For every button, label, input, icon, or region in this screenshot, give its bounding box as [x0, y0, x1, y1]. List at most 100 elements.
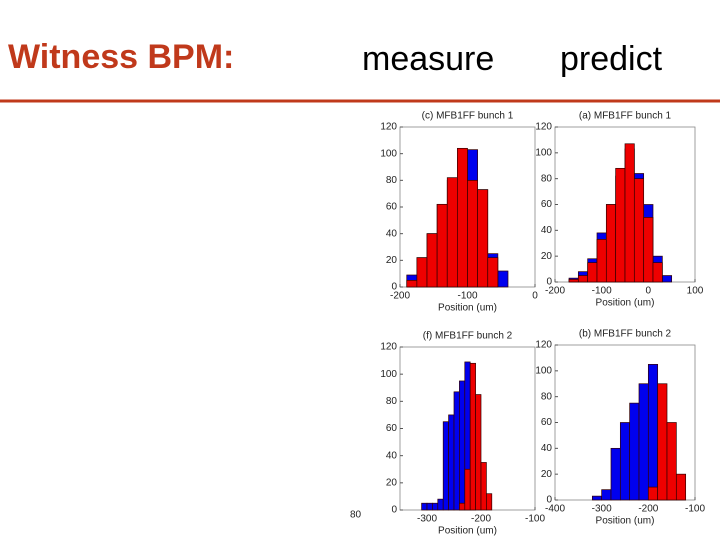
histogram-bar	[601, 489, 612, 501]
histogram-bar	[591, 495, 603, 501]
x-tick-label: -100	[592, 286, 612, 297]
y-tick-label: 120	[380, 122, 397, 133]
x-axis-label: Position (um)	[438, 526, 497, 537]
histogram-bar	[624, 143, 635, 283]
x-tick-label: -200	[471, 514, 491, 525]
histogram-bar	[638, 383, 649, 501]
histogram-bar	[497, 270, 509, 288]
column-heading: predict	[560, 40, 663, 78]
column-heading: measure	[362, 40, 494, 78]
panel-title: (a) MFB1FF bunch 1	[579, 111, 672, 122]
histogram-bar	[487, 257, 499, 288]
y-tick-label: 40	[541, 443, 553, 454]
y-tick-label: 40	[386, 450, 398, 461]
histogram-bar	[448, 414, 455, 511]
histogram-bar	[643, 217, 654, 283]
x-tick-label: 100	[687, 286, 704, 297]
histogram-bar	[661, 275, 673, 283]
y-tick-label: 20	[541, 251, 553, 262]
y-tick-label: 80	[386, 175, 398, 186]
x-axis-label: Position (um)	[596, 298, 655, 309]
histogram-bar	[652, 262, 663, 283]
y-tick-label: 120	[535, 340, 552, 351]
histogram-bar	[426, 233, 438, 288]
y-tick-label: 0	[391, 282, 397, 293]
y-tick-label: 120	[535, 122, 552, 133]
histogram-bar	[610, 447, 621, 501]
y-tick-label: 0	[391, 505, 397, 516]
histogram-bar	[480, 462, 487, 511]
x-tick-label: -200	[390, 291, 410, 302]
slide-title: Witness BPM:	[8, 38, 234, 76]
x-tick-label: 0	[646, 286, 652, 297]
x-axis-label: Position (um)	[596, 516, 655, 527]
y-tick-label: 20	[386, 477, 398, 488]
y-tick-label: 60	[386, 202, 398, 213]
histogram-bar	[453, 391, 460, 511]
y-tick-label: 60	[541, 199, 553, 210]
histogram-bar	[437, 498, 444, 511]
histogram-bar	[615, 167, 626, 283]
histogram-bar	[605, 204, 617, 283]
y-tick-label: 0	[546, 277, 552, 288]
y-tick-label: 40	[386, 228, 398, 239]
histogram-bar	[406, 279, 418, 288]
histogram-bar	[647, 486, 659, 501]
histogram-bar	[421, 502, 428, 511]
histogram-bar	[577, 275, 589, 283]
y-tick-label: 20	[386, 255, 398, 266]
x-tick-label: -100	[685, 504, 705, 515]
y-tick-label: 100	[535, 147, 552, 158]
histogram-bar	[629, 402, 640, 501]
histogram-bar	[619, 422, 631, 501]
y-tick-label: 100	[380, 369, 397, 380]
panel-title: (f) MFB1FF bunch 2	[423, 331, 513, 342]
x-tick-label: -200	[638, 504, 658, 515]
y-tick-label: 80	[386, 396, 398, 407]
page-number: 80	[350, 510, 362, 521]
histogram-bar	[459, 380, 466, 511]
x-axis-label: Position (um)	[438, 303, 497, 314]
x-tick-label: -400	[545, 504, 565, 515]
histogram-bar	[647, 364, 659, 501]
histogram-bar	[432, 502, 439, 511]
histogram-bar	[475, 394, 482, 511]
histogram-bar	[459, 502, 466, 511]
y-tick-label: 60	[386, 423, 398, 434]
histogram-bar	[657, 383, 668, 501]
y-tick-label: 80	[541, 173, 553, 184]
histogram-bar	[436, 203, 448, 288]
y-tick-label: 100	[535, 365, 552, 376]
histogram-bar	[675, 473, 687, 501]
histogram-bar	[446, 177, 458, 288]
histogram-bar	[477, 189, 489, 288]
y-tick-label: 120	[380, 342, 397, 353]
x-tick-label: -100	[457, 291, 477, 302]
histogram-bar	[426, 502, 433, 511]
histogram-bar	[587, 262, 598, 283]
histogram-bar	[596, 239, 607, 283]
x-tick-label: -100	[525, 514, 545, 525]
x-tick-label: -300	[417, 514, 437, 525]
y-tick-label: 0	[546, 495, 552, 506]
histogram-bar	[467, 179, 478, 288]
histogram-bar	[633, 178, 645, 283]
histogram-bar	[416, 257, 428, 288]
y-tick-label: 80	[541, 391, 553, 402]
histogram-bar	[464, 468, 471, 511]
histogram-bar	[469, 362, 476, 511]
x-tick-label: -200	[545, 286, 565, 297]
panel-title: (c) MFB1FF bunch 1	[422, 111, 514, 122]
y-tick-label: 20	[541, 469, 553, 480]
y-tick-label: 40	[541, 225, 553, 236]
panel-title: (b) MFB1FF bunch 2	[579, 329, 672, 340]
histogram-bar	[457, 147, 468, 288]
histogram-bar	[442, 421, 449, 511]
x-tick-label: 0	[532, 291, 538, 302]
y-tick-label: 100	[380, 148, 397, 159]
y-tick-label: 60	[541, 417, 553, 428]
x-tick-label: -300	[592, 504, 612, 515]
histogram-bar	[666, 422, 677, 501]
histogram-bar	[486, 493, 493, 511]
